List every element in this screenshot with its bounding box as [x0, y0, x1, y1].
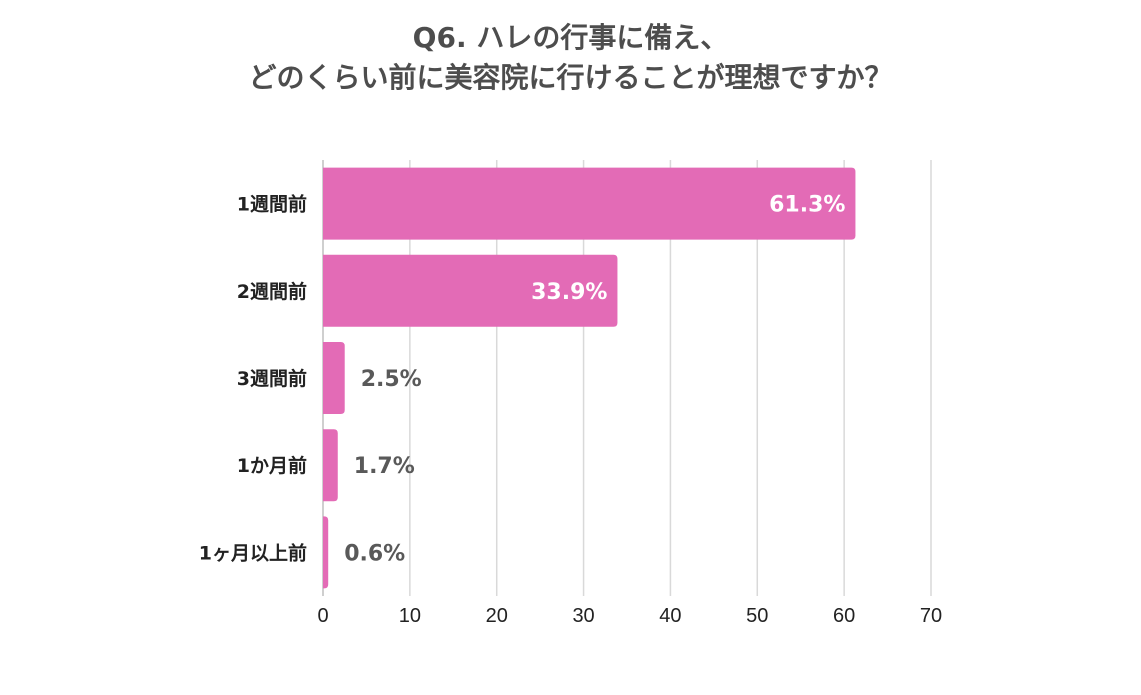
x-tick-label: 70	[920, 605, 942, 627]
x-tick-label: 0	[317, 605, 328, 627]
x-tick-label: 10	[399, 605, 421, 627]
x-tick-labels: 0 10 20 30 40 50 60 70	[317, 605, 942, 627]
bar	[323, 167, 856, 240]
category-labels: 1週間前 2週間前 3週間前 1か月前 1ヶ月以上前	[199, 193, 307, 565]
category-label: 1週間前	[237, 193, 307, 216]
category-label: 1ヶ月以上前	[199, 541, 307, 564]
chart-title: Q6. ハレの行事に備え、 どのくらい前に美容院に行けることが理想ですか？	[0, 18, 1141, 98]
x-tick-label: 30	[572, 605, 594, 627]
x-tick-label: 20	[486, 605, 508, 627]
value-label: 0.6%	[344, 541, 405, 566]
value-labels: 61.3% 33.9% 2.5% 1.7% 0.6%	[344, 193, 845, 567]
bar	[323, 429, 338, 502]
category-label: 2週間前	[237, 280, 307, 303]
x-tick-label: 60	[833, 605, 855, 627]
chart-title-line-1: Q6. ハレの行事に備え、	[412, 21, 729, 54]
value-label: 61.3%	[769, 193, 845, 218]
value-label: 33.9%	[531, 280, 607, 305]
value-label: 2.5%	[361, 367, 422, 392]
x-tick-label: 50	[746, 605, 768, 627]
value-label: 1.7%	[354, 454, 415, 479]
bars	[323, 167, 856, 589]
bar	[323, 342, 345, 414]
category-label: 3週間前	[237, 367, 307, 390]
category-label: 1か月前	[237, 454, 307, 477]
chart-title-line-2: どのくらい前に美容院に行けることが理想ですか？	[248, 61, 893, 94]
bar	[323, 516, 329, 589]
bar	[323, 254, 618, 327]
x-tick-label: 40	[659, 605, 681, 627]
